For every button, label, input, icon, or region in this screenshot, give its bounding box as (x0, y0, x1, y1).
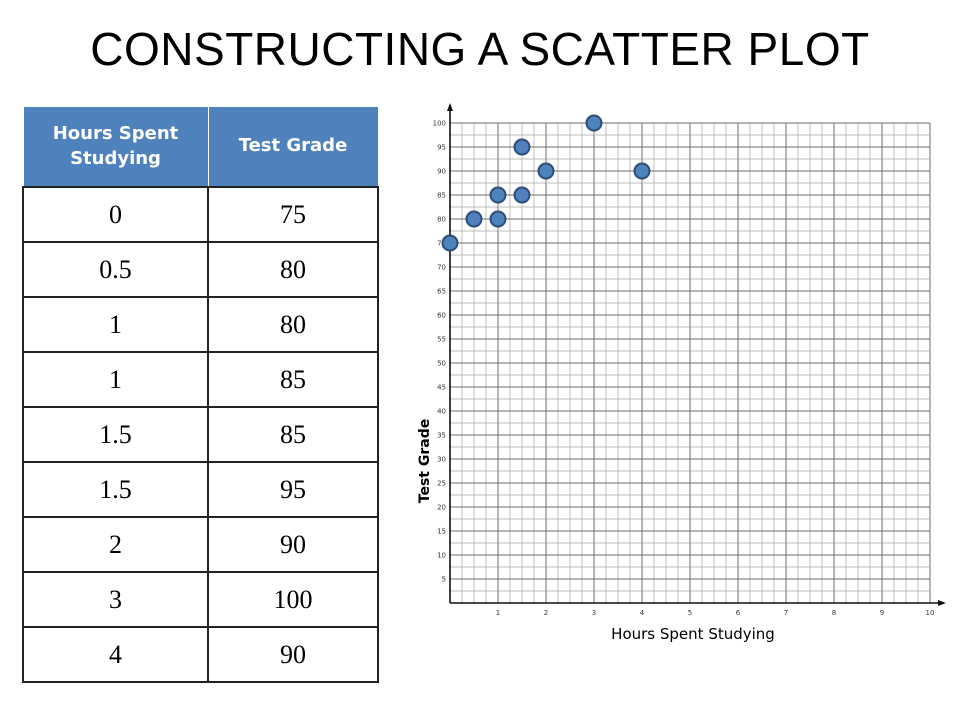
y-tick-label: 65 (437, 288, 446, 296)
table-cell-grade: 90 (207, 626, 379, 683)
x-tick-label: 6 (736, 609, 741, 617)
table-cell-grade: 95 (207, 461, 379, 518)
table-row: 1 85 (22, 351, 379, 408)
x-tick-label: 1 (496, 609, 500, 617)
x-tick-label: 10 (926, 609, 935, 617)
y-tick-label: 35 (437, 432, 446, 440)
y-tick-label: 30 (437, 456, 446, 464)
scatter-chart: 1234567891051015202530354045505560657075… (417, 103, 946, 643)
data-point (465, 210, 483, 228)
y-tick-label: 70 (437, 264, 446, 272)
table-cell-hours: 4 (22, 626, 209, 683)
y-tick-label: 55 (437, 336, 446, 344)
y-tick-label: 45 (437, 384, 446, 392)
table-cell-hours: 2 (22, 516, 209, 573)
data-point (513, 186, 531, 204)
table-cell-hours: 1 (22, 351, 209, 408)
table-cell-hours: 1.5 (22, 406, 209, 463)
x-tick-label: 8 (832, 609, 836, 617)
table-cell-hours: 1.5 (22, 461, 209, 518)
y-tick-label: 60 (437, 312, 446, 320)
y-tick-label: 20 (437, 504, 446, 512)
chart-tick-labels: 1234567891051015202530354045505560657075… (433, 120, 935, 618)
y-tick-label: 95 (437, 144, 446, 152)
chart-grid (449, 122, 931, 604)
table-cell-grade: 100 (207, 571, 379, 628)
y-tick-label: 40 (437, 408, 446, 416)
y-axis-arrow-icon (447, 103, 453, 111)
table-header-row: Hours Spent Studying Test Grade (22, 106, 379, 188)
table-cell-hours: 1 (22, 296, 209, 353)
table-cell-grade: 85 (207, 406, 379, 463)
table-cell-grade: 85 (207, 351, 379, 408)
data-point (489, 186, 507, 204)
slide-title: CONSTRUCTING A SCATTER PLOT (90, 23, 870, 75)
column-header-hours: Hours Spent Studying (22, 106, 209, 188)
data-table: Hours Spent Studying Test Grade 0 75 0.5 8… (22, 106, 379, 683)
x-tick-label: 5 (688, 609, 692, 617)
table-row: 0.5 80 (22, 241, 379, 298)
data-point (633, 162, 651, 180)
x-tick-label: 9 (880, 609, 884, 617)
chart-points (441, 114, 651, 252)
y-axis-label: Test Grade (417, 419, 433, 503)
data-point (585, 114, 603, 132)
table-row: 1 80 (22, 296, 379, 353)
table-row: 1.5 85 (22, 406, 379, 463)
y-tick-label: 25 (437, 480, 446, 488)
data-point (489, 210, 507, 228)
x-axis-arrow-icon (938, 600, 946, 606)
table-cell-hours: 3 (22, 571, 209, 628)
y-tick-label: 85 (437, 192, 446, 200)
table-cell-grade: 80 (207, 241, 379, 298)
table-row: 4 90 (22, 626, 379, 683)
table-row: 2 90 (22, 516, 379, 573)
x-tick-label: 7 (784, 609, 788, 617)
table-cell-grade: 75 (207, 186, 379, 243)
y-tick-label: 50 (437, 360, 446, 368)
y-tick-label: 5 (442, 576, 446, 584)
table-row: 3 100 (22, 571, 379, 628)
y-tick-label: 100 (433, 120, 446, 128)
x-tick-label: 4 (640, 609, 645, 617)
y-tick-label: 80 (437, 216, 446, 224)
table-cell-hours: 0.5 (22, 241, 209, 298)
y-tick-label: 10 (437, 552, 446, 560)
x-tick-label: 2 (544, 609, 548, 617)
data-point (513, 138, 531, 156)
table-row: 0 75 (22, 186, 379, 243)
x-axis-label: Hours Spent Studying (611, 625, 775, 643)
table-cell-grade: 80 (207, 296, 379, 353)
data-point (537, 162, 555, 180)
table-row: 1.5 95 (22, 461, 379, 518)
data-point (441, 234, 459, 252)
chart-axes (447, 103, 946, 606)
x-tick-label: 3 (592, 609, 596, 617)
y-tick-label: 15 (437, 528, 446, 536)
table-cell-hours: 0 (22, 186, 209, 243)
column-header-grade: Test Grade (207, 106, 379, 188)
y-tick-label: 90 (437, 168, 446, 176)
table-cell-grade: 90 (207, 516, 379, 573)
